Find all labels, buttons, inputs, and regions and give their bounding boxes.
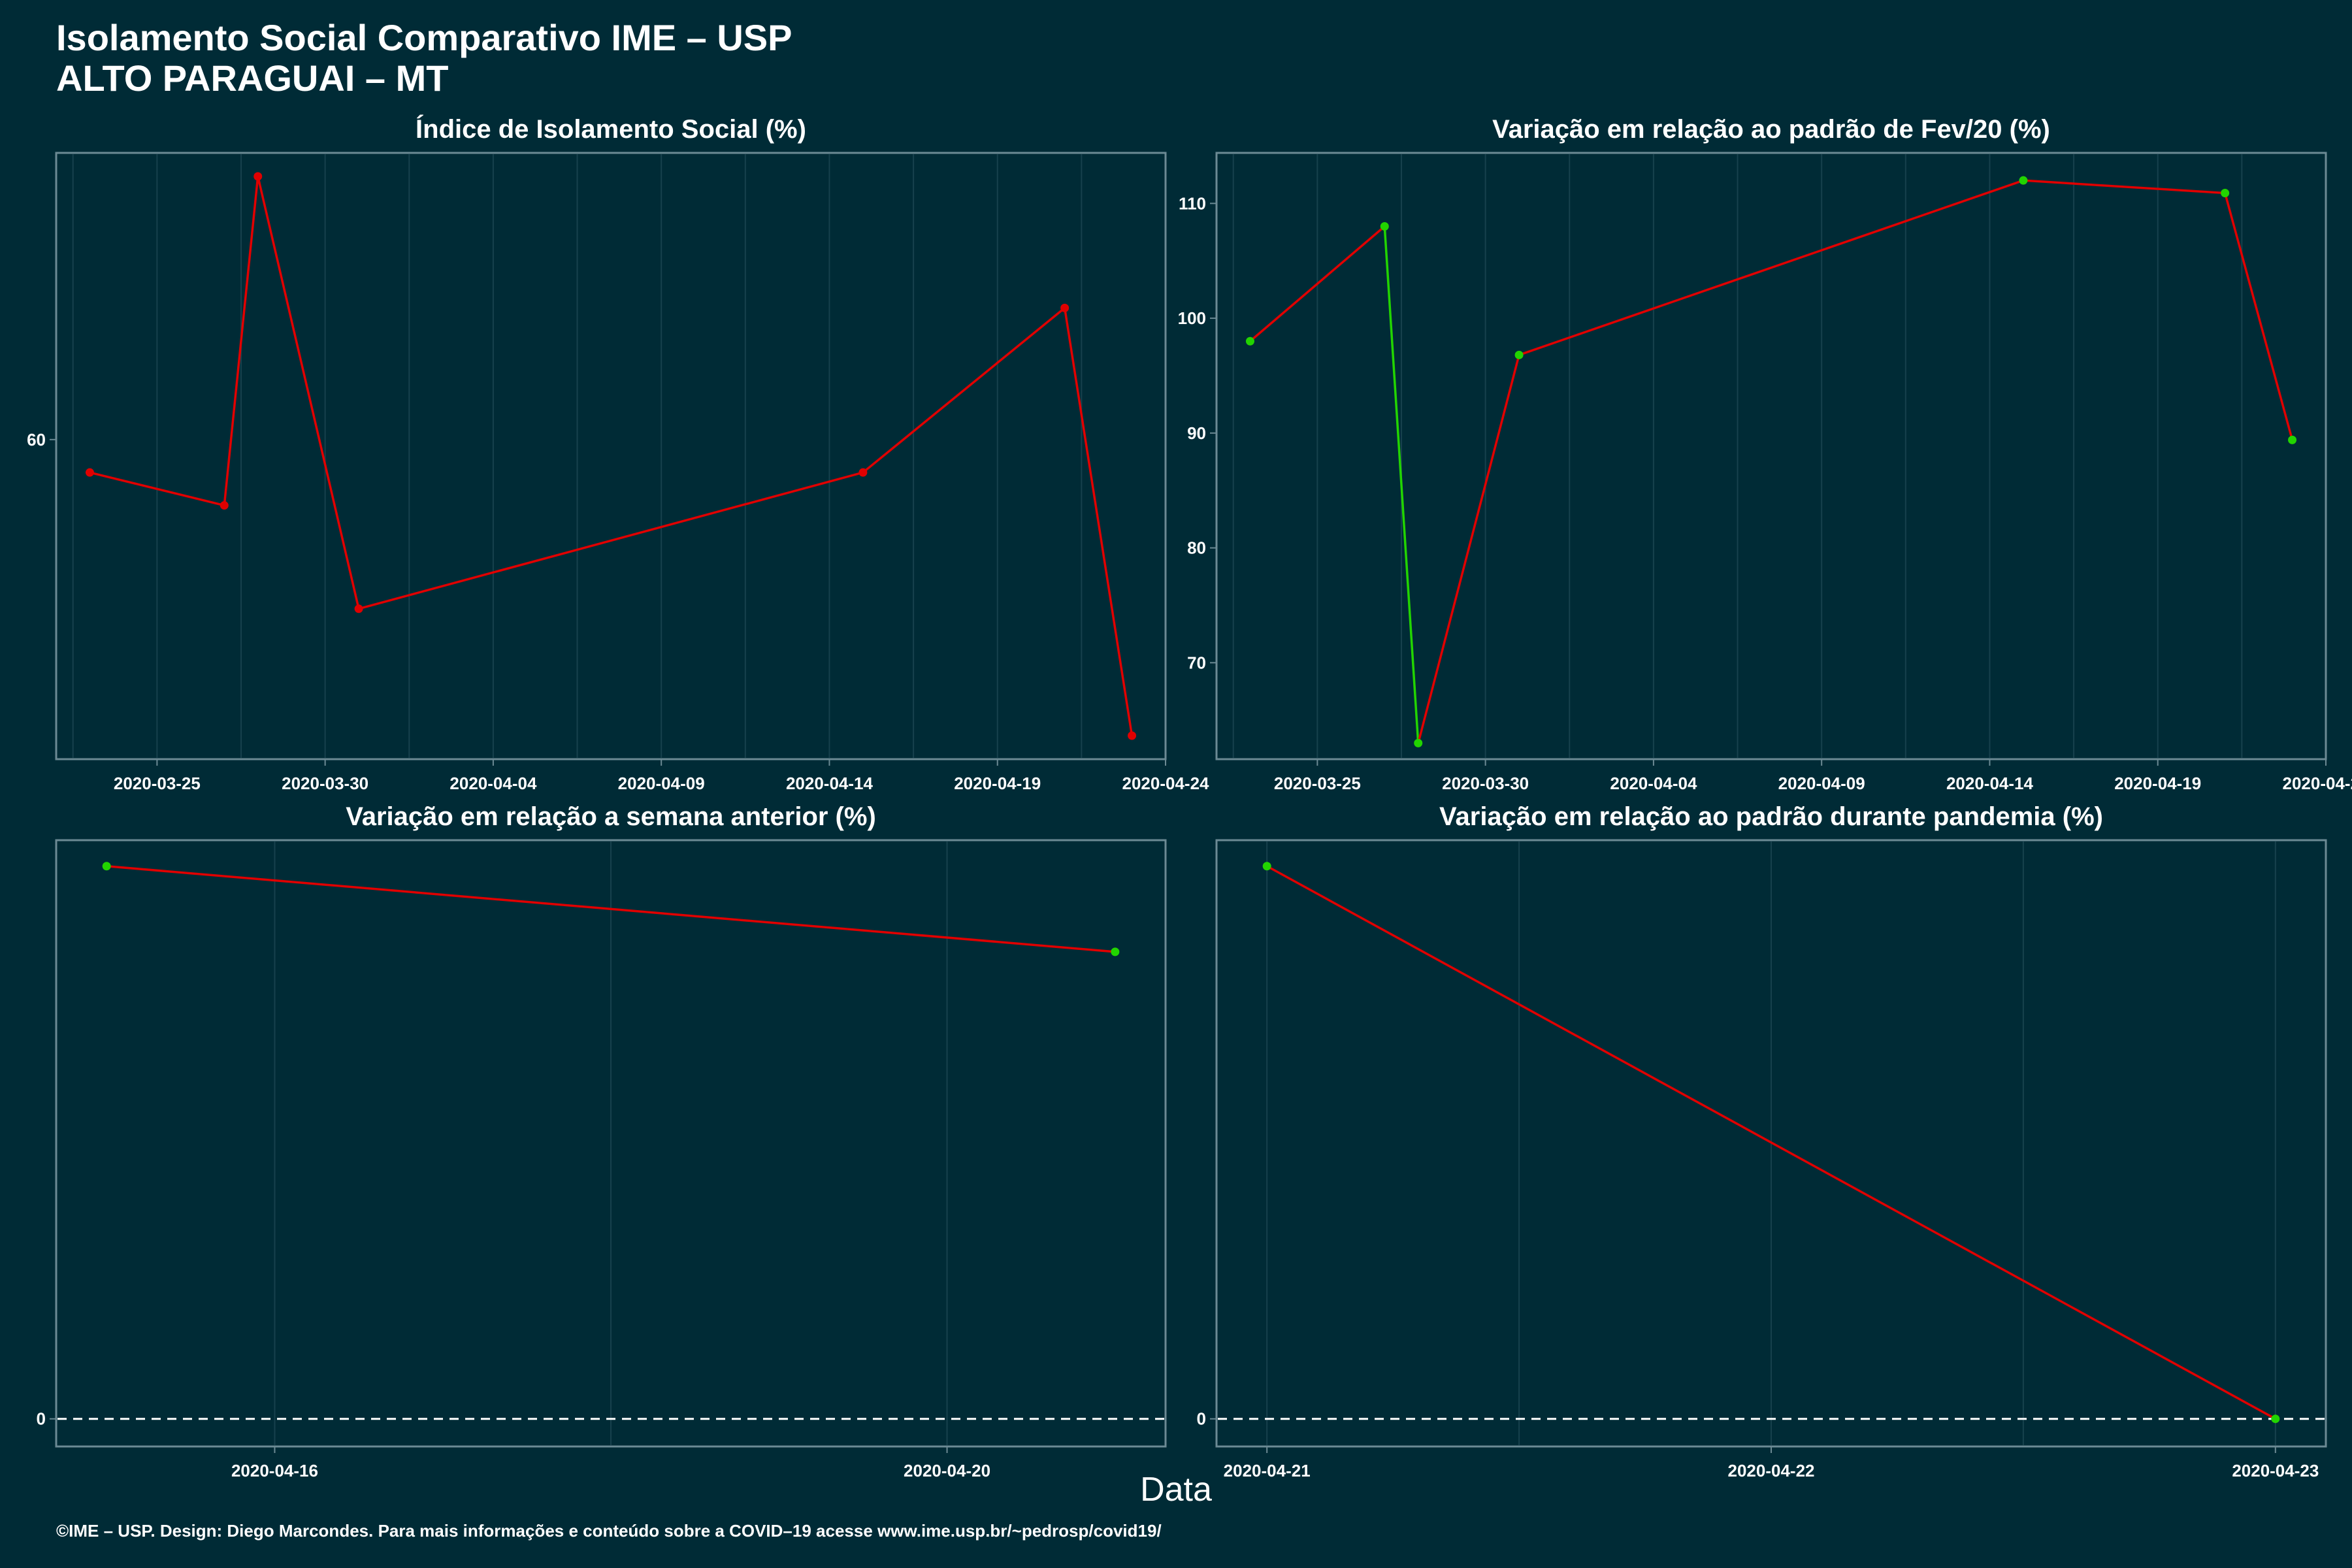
series-segment (256, 175, 360, 610)
data-point (102, 862, 111, 871)
series-segment (88, 471, 226, 507)
data-point (2019, 176, 2028, 185)
series-segment (1416, 353, 1520, 745)
y-tick-label: 60 (27, 430, 46, 449)
panel-title-pandemia: Variação em relação ao padrão durante pa… (1439, 802, 2103, 831)
series-segment (2022, 179, 2227, 195)
y-tick-label: 100 (1178, 308, 1206, 328)
x-tick-label: 2020-04-24 (2283, 774, 2352, 793)
y-tick-label: 80 (1187, 538, 1206, 558)
data-point (858, 468, 868, 477)
x-tick-label: 2020-04-16 (231, 1461, 318, 1480)
x-tick-label: 2020-03-30 (282, 774, 368, 793)
data-point (1128, 731, 1137, 740)
series-segment (1383, 225, 1420, 745)
y-tick-label: 70 (1187, 653, 1206, 672)
y-tick-label: 0 (1197, 1409, 1206, 1429)
series-segment (1063, 306, 1134, 737)
x-tick-label: 2020-04-14 (786, 774, 874, 793)
data-point (85, 468, 94, 477)
x-tick-label: 2020-04-04 (449, 774, 537, 793)
panel-title-isolamento: Índice de Isolamento Social (%) (416, 115, 806, 144)
x-tick-label: 2020-03-25 (1274, 774, 1361, 793)
series-segment (223, 175, 259, 507)
x-tick-label: 2020-04-19 (2114, 774, 2201, 793)
panel-border (55, 839, 1167, 1448)
series-segment (1266, 865, 2277, 1420)
x-tick-label: 2020-04-04 (1610, 774, 1697, 793)
x-tick-label: 2020-04-21 (1224, 1461, 1311, 1480)
data-point (1514, 350, 1524, 359)
data-point (1380, 221, 1389, 231)
data-point (2288, 435, 2297, 444)
x-tick-label: 2020-04-14 (1946, 774, 2034, 793)
x-tick-label: 2020-04-20 (904, 1461, 990, 1480)
series-segment (105, 865, 1117, 953)
series-segment (357, 471, 864, 610)
data-point (1414, 738, 1423, 747)
x-tick-label: 2020-04-22 (1728, 1461, 1815, 1480)
x-axis-title: Data (1140, 1471, 1212, 1509)
data-point (1060, 303, 1070, 312)
series-segment (1249, 225, 1386, 342)
chart-title: Isolamento Social Comparativo IME – USP (56, 17, 792, 58)
data-point (2271, 1414, 2280, 1424)
footer-credit: ©IME – USP. Design: Diego Marcondes. Par… (56, 1521, 1162, 1541)
data-point (2221, 189, 2230, 198)
x-tick-label: 2020-04-24 (1122, 774, 1210, 793)
x-tick-label: 2020-04-23 (2232, 1461, 2319, 1480)
data-point (354, 604, 363, 613)
panel-border (55, 152, 1167, 760)
y-tick-label: 90 (1187, 423, 1206, 443)
x-tick-label: 2020-04-09 (1778, 774, 1865, 793)
x-tick-label: 2020-04-09 (618, 774, 705, 793)
panel-border (1215, 152, 2327, 760)
series-segment (1518, 179, 2025, 357)
data-point (220, 501, 229, 510)
data-point (1111, 947, 1120, 956)
data-point (1262, 862, 1271, 871)
x-tick-label: 2020-04-19 (954, 774, 1041, 793)
x-tick-label: 2020-03-25 (114, 774, 201, 793)
chart-subtitle: ALTO PARAGUAI – MT (56, 57, 449, 99)
series-segment (2223, 191, 2294, 442)
data-point (1245, 336, 1254, 346)
series-segment (862, 306, 1066, 474)
data-point (253, 172, 263, 181)
x-tick-label: 2020-03-30 (1442, 774, 1529, 793)
panel-title-semana-anterior: Variação em relação a semana anterior (%… (346, 802, 876, 831)
y-tick-label: 110 (1179, 193, 1206, 213)
panel-title-fev20: Variação em relação ao padrão de Fev/20 … (1492, 115, 2050, 144)
y-tick-label: 0 (37, 1409, 46, 1429)
